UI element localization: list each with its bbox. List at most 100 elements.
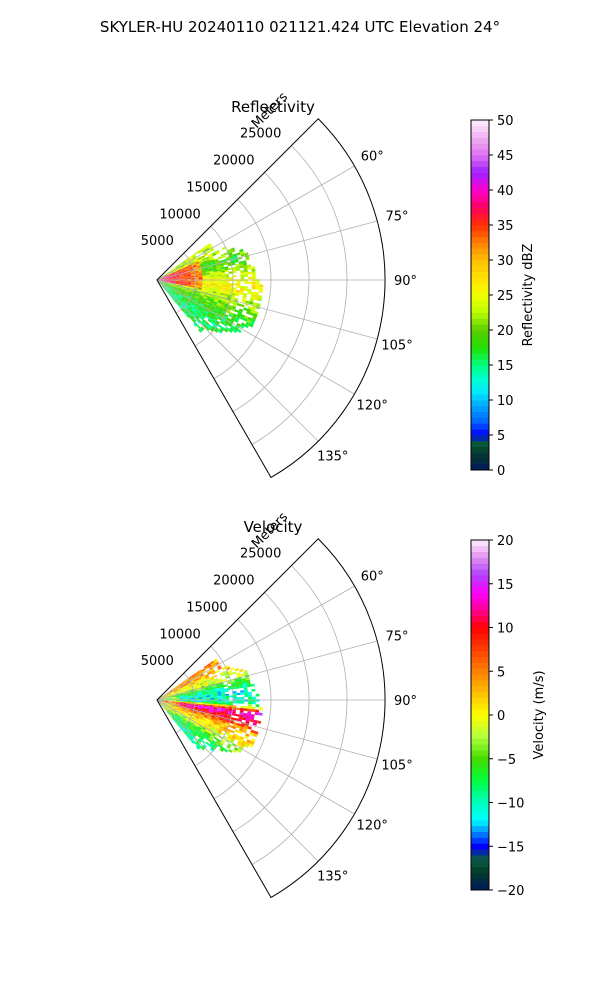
radar-bin: [223, 670, 228, 674]
radar-bin: [160, 700, 165, 702]
radar-bin: [167, 284, 171, 287]
radar-bin: [256, 720, 262, 724]
radar-bin: [205, 721, 210, 725]
radar-bin: [170, 285, 175, 288]
radar-bin: [230, 297, 235, 300]
radar-bin: [182, 295, 187, 299]
radar-bin: [194, 322, 199, 326]
radar-bin: [247, 266, 252, 270]
radar-bin: [181, 688, 186, 691]
radar-bin: [179, 277, 184, 279]
radar-bin: [210, 717, 215, 720]
radar-bin: [246, 684, 252, 688]
radar-bin: [209, 703, 214, 706]
radar-bin: [232, 707, 237, 710]
radar-bin: [177, 709, 182, 712]
colorbar-segment: [471, 598, 489, 605]
radar-bin: [172, 296, 176, 300]
radar-bin: [205, 692, 210, 695]
radar-bin: [243, 725, 249, 729]
radar-bin: [202, 280, 207, 283]
radar-bin: [240, 724, 245, 728]
radar-bin: [212, 712, 217, 716]
radar-bin: [197, 709, 202, 712]
radar-bin: [193, 708, 198, 711]
radar-bin: [236, 268, 241, 271]
radar-bin: [175, 712, 180, 716]
colorbar-segment: [471, 680, 489, 687]
radar-bin: [166, 691, 170, 694]
radar-bin: [160, 282, 164, 285]
radar-bin: [186, 690, 190, 692]
radar-bin: [187, 295, 192, 298]
colorbar-tick-label: 35: [497, 219, 514, 234]
radar-bin: [207, 725, 212, 729]
radar-bin: [212, 674, 218, 678]
radar-bin: [169, 288, 174, 291]
radar-bin: [214, 718, 219, 722]
radar-bin: [244, 324, 249, 329]
radar-bin: [160, 701, 164, 704]
radar-bin: [231, 291, 236, 294]
radar-bin: [209, 689, 214, 692]
radar-bin: [197, 690, 202, 693]
radar-bin: [191, 716, 195, 719]
radar-bin: [209, 690, 214, 693]
radar-bin: [194, 281, 199, 283]
radar-bin: [190, 692, 195, 695]
radar-bin: [167, 283, 172, 285]
radar-bin: [217, 704, 222, 707]
radar-bin: [163, 703, 168, 706]
radar-bin: [175, 698, 180, 699]
colorbar-segment: [471, 837, 489, 844]
radar-bin: [167, 284, 172, 287]
radar-bin: [181, 717, 185, 721]
radar-bin: [228, 710, 233, 714]
colorbar-segment: [471, 440, 489, 448]
colorbar-segment: [471, 814, 489, 821]
radar-bin: [179, 714, 183, 717]
colorbar-segment: [471, 779, 489, 786]
angular-gridline: [156, 279, 319, 442]
radar-bin: [187, 312, 192, 317]
radar-bin: [183, 714, 188, 717]
radar-bin: [194, 278, 199, 280]
radar-bin: [175, 700, 180, 701]
radar-bin: [185, 708, 190, 711]
radar-bin: [209, 692, 214, 694]
radar-bin: [217, 666, 222, 671]
radar-bin: [183, 263, 188, 266]
radar-bin: [254, 712, 259, 716]
radar-bin: [199, 723, 204, 727]
radar-bin: [160, 701, 165, 704]
radar-bin: [174, 708, 178, 711]
radar-bin: [164, 700, 169, 702]
radar-bin: [186, 314, 190, 319]
radar-bin: [251, 266, 256, 270]
radar-bin: [196, 684, 201, 687]
radar-bin: [213, 274, 218, 277]
radar-bin: [175, 280, 180, 281]
radar-bin: [220, 723, 225, 728]
colorbar-segment: [471, 668, 489, 675]
radar-bin: [234, 309, 239, 313]
radar-bin: [209, 747, 214, 752]
radar-bin: [165, 707, 169, 711]
radar-bin: [224, 313, 229, 318]
radar-bin: [168, 279, 173, 280]
radar-bin: [190, 272, 195, 275]
radar-bin: [232, 733, 238, 737]
radar-bin: [235, 289, 240, 293]
radar-bin: [207, 261, 212, 265]
radar-bin: [179, 693, 183, 696]
radar-bin: [208, 687, 213, 690]
colorbar-segment: [471, 382, 489, 389]
radar-bin: [160, 698, 165, 700]
radar-bin: [213, 696, 218, 699]
radar-bin: [171, 284, 176, 286]
radar-bin: [195, 723, 200, 727]
radar-bin: [182, 296, 186, 300]
colorbar-segment: [471, 318, 489, 325]
radar-bin: [181, 716, 186, 720]
